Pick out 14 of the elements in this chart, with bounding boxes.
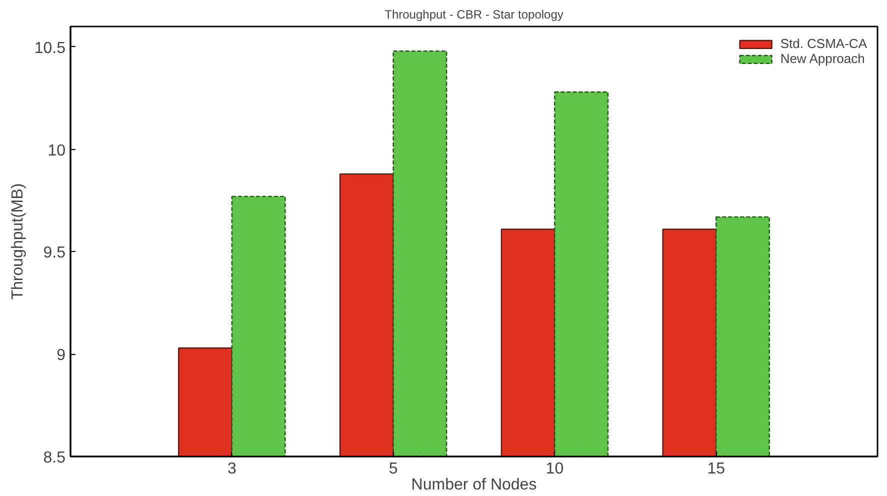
y-tick-label: 10 <box>48 142 66 160</box>
y-tick-label: 10.5 <box>34 40 66 57</box>
x-axis-title: Number of Nodes <box>411 476 537 494</box>
y-axis-title: Throughput(MB) <box>9 183 26 300</box>
chart-title: Throughput - CBR - Star topology <box>384 8 564 22</box>
y-tick-label: 8.5 <box>43 450 66 466</box>
y-tick-label: 9 <box>56 347 66 364</box>
y-tick-label: 9.5 <box>43 244 66 262</box>
legend-label: New Approach <box>780 51 865 66</box>
legend-label: Std. CSMA-CA <box>780 36 867 51</box>
x-tick-label: 15 <box>707 460 726 478</box>
x-tick-label: 3 <box>227 460 236 478</box>
x-tick-label: 10 <box>546 460 564 478</box>
x-tick-label: 5 <box>388 460 398 478</box>
